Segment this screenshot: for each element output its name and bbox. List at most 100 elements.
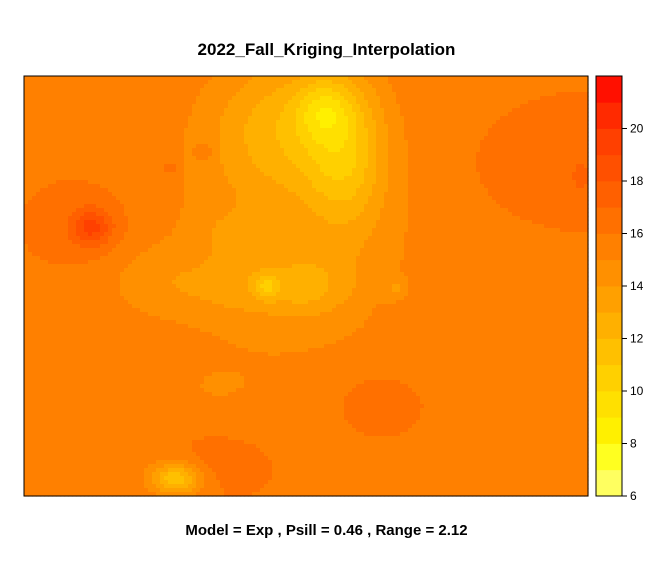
heatmap-cell bbox=[56, 128, 61, 133]
heatmap-cell bbox=[388, 188, 393, 193]
heatmap-cell bbox=[64, 144, 69, 149]
heatmap-cell bbox=[156, 88, 161, 93]
heatmap-cell bbox=[328, 204, 333, 209]
heatmap-cell bbox=[380, 172, 385, 177]
heatmap-cell bbox=[300, 184, 305, 189]
heatmap-cell bbox=[176, 132, 181, 137]
heatmap-cell bbox=[220, 136, 225, 141]
heatmap-cell bbox=[100, 200, 105, 205]
heatmap-cell bbox=[432, 100, 437, 105]
heatmap-cell bbox=[152, 100, 157, 105]
heatmap-cell bbox=[508, 192, 513, 197]
heatmap-cell bbox=[152, 96, 157, 101]
heatmap-cell bbox=[92, 116, 97, 121]
heatmap-cell bbox=[88, 204, 93, 209]
heatmap-cell bbox=[528, 172, 533, 177]
heatmap-cell bbox=[284, 176, 289, 181]
heatmap-cell bbox=[152, 164, 157, 169]
heatmap-cell bbox=[224, 140, 229, 145]
heatmap-raster bbox=[24, 76, 589, 497]
heatmap-cell bbox=[172, 100, 177, 105]
heatmap-cell bbox=[84, 92, 89, 97]
heatmap-cell bbox=[456, 188, 461, 193]
heatmap-cell bbox=[328, 136, 333, 141]
heatmap-cell bbox=[572, 132, 577, 137]
heatmap-cell bbox=[152, 80, 157, 85]
heatmap-cell bbox=[76, 176, 81, 181]
heatmap-cell bbox=[88, 164, 93, 169]
heatmap-cell bbox=[208, 120, 213, 125]
heatmap-cell bbox=[400, 180, 405, 185]
heatmap-cell bbox=[392, 140, 397, 145]
heatmap-cell bbox=[380, 80, 385, 85]
heatmap-cell bbox=[424, 120, 429, 125]
heatmap-cell bbox=[220, 188, 225, 193]
heatmap-cell bbox=[396, 204, 401, 209]
heatmap-cell bbox=[192, 132, 197, 137]
heatmap-cell bbox=[312, 160, 317, 165]
heatmap-cell bbox=[436, 116, 441, 121]
heatmap-cell bbox=[468, 152, 473, 157]
heatmap-cell bbox=[404, 92, 409, 97]
heatmap-cell bbox=[480, 200, 485, 205]
heatmap-cell bbox=[328, 124, 333, 129]
heatmap-cell bbox=[528, 100, 533, 105]
heatmap-cell bbox=[360, 112, 365, 117]
heatmap-cell bbox=[572, 140, 577, 145]
heatmap-cell bbox=[416, 120, 421, 125]
heatmap-cell bbox=[76, 192, 81, 197]
heatmap-cell bbox=[364, 108, 369, 113]
heatmap-cell bbox=[508, 180, 513, 185]
heatmap-cell bbox=[144, 180, 149, 185]
heatmap-cell bbox=[260, 120, 265, 125]
heatmap-cell bbox=[420, 76, 425, 81]
heatmap-cell bbox=[228, 200, 233, 205]
heatmap-cell bbox=[228, 192, 233, 197]
heatmap-cell bbox=[288, 136, 293, 141]
heatmap-cell bbox=[412, 172, 417, 177]
heatmap-cell bbox=[452, 144, 457, 149]
heatmap-cell bbox=[568, 144, 573, 149]
heatmap-cell bbox=[348, 84, 353, 89]
heatmap-cell bbox=[452, 148, 457, 153]
heatmap-cell bbox=[344, 112, 349, 117]
heatmap-cell bbox=[304, 132, 309, 137]
heatmap-cell bbox=[296, 92, 301, 97]
heatmap-cell bbox=[120, 104, 125, 109]
heatmap-cell bbox=[468, 184, 473, 189]
heatmap-cell bbox=[212, 192, 217, 197]
heatmap-cell bbox=[508, 156, 513, 161]
heatmap-cell bbox=[152, 112, 157, 117]
heatmap-cell bbox=[32, 136, 37, 141]
heatmap-cell bbox=[392, 212, 397, 217]
heatmap-cell bbox=[64, 176, 69, 181]
heatmap-cell bbox=[372, 116, 377, 121]
heatmap-cell bbox=[100, 216, 105, 221]
heatmap-cell bbox=[456, 164, 461, 169]
heatmap-cell bbox=[136, 100, 141, 105]
heatmap-cell bbox=[288, 92, 293, 97]
heatmap-cell bbox=[368, 200, 373, 205]
heatmap-cell bbox=[128, 132, 133, 137]
heatmap-cell bbox=[164, 136, 169, 141]
heatmap-cell bbox=[372, 164, 377, 169]
heatmap-cell bbox=[68, 212, 73, 217]
heatmap-cell bbox=[208, 216, 213, 221]
heatmap-cell bbox=[412, 132, 417, 137]
heatmap-cell bbox=[576, 108, 581, 113]
heatmap-cell bbox=[144, 104, 149, 109]
heatmap-cell bbox=[220, 172, 225, 177]
heatmap-cell bbox=[348, 208, 353, 213]
heatmap-cell bbox=[216, 180, 221, 185]
heatmap-cell bbox=[288, 188, 293, 193]
heatmap-cell bbox=[252, 108, 257, 113]
heatmap-cell bbox=[380, 152, 385, 157]
heatmap-cell bbox=[408, 164, 413, 169]
heatmap-cell bbox=[376, 184, 381, 189]
heatmap-cell bbox=[496, 112, 501, 117]
heatmap-cell bbox=[244, 172, 249, 177]
heatmap-cell bbox=[244, 132, 249, 137]
heatmap-cell bbox=[412, 76, 417, 81]
heatmap-cell bbox=[532, 120, 537, 125]
heatmap-cell bbox=[120, 132, 125, 137]
